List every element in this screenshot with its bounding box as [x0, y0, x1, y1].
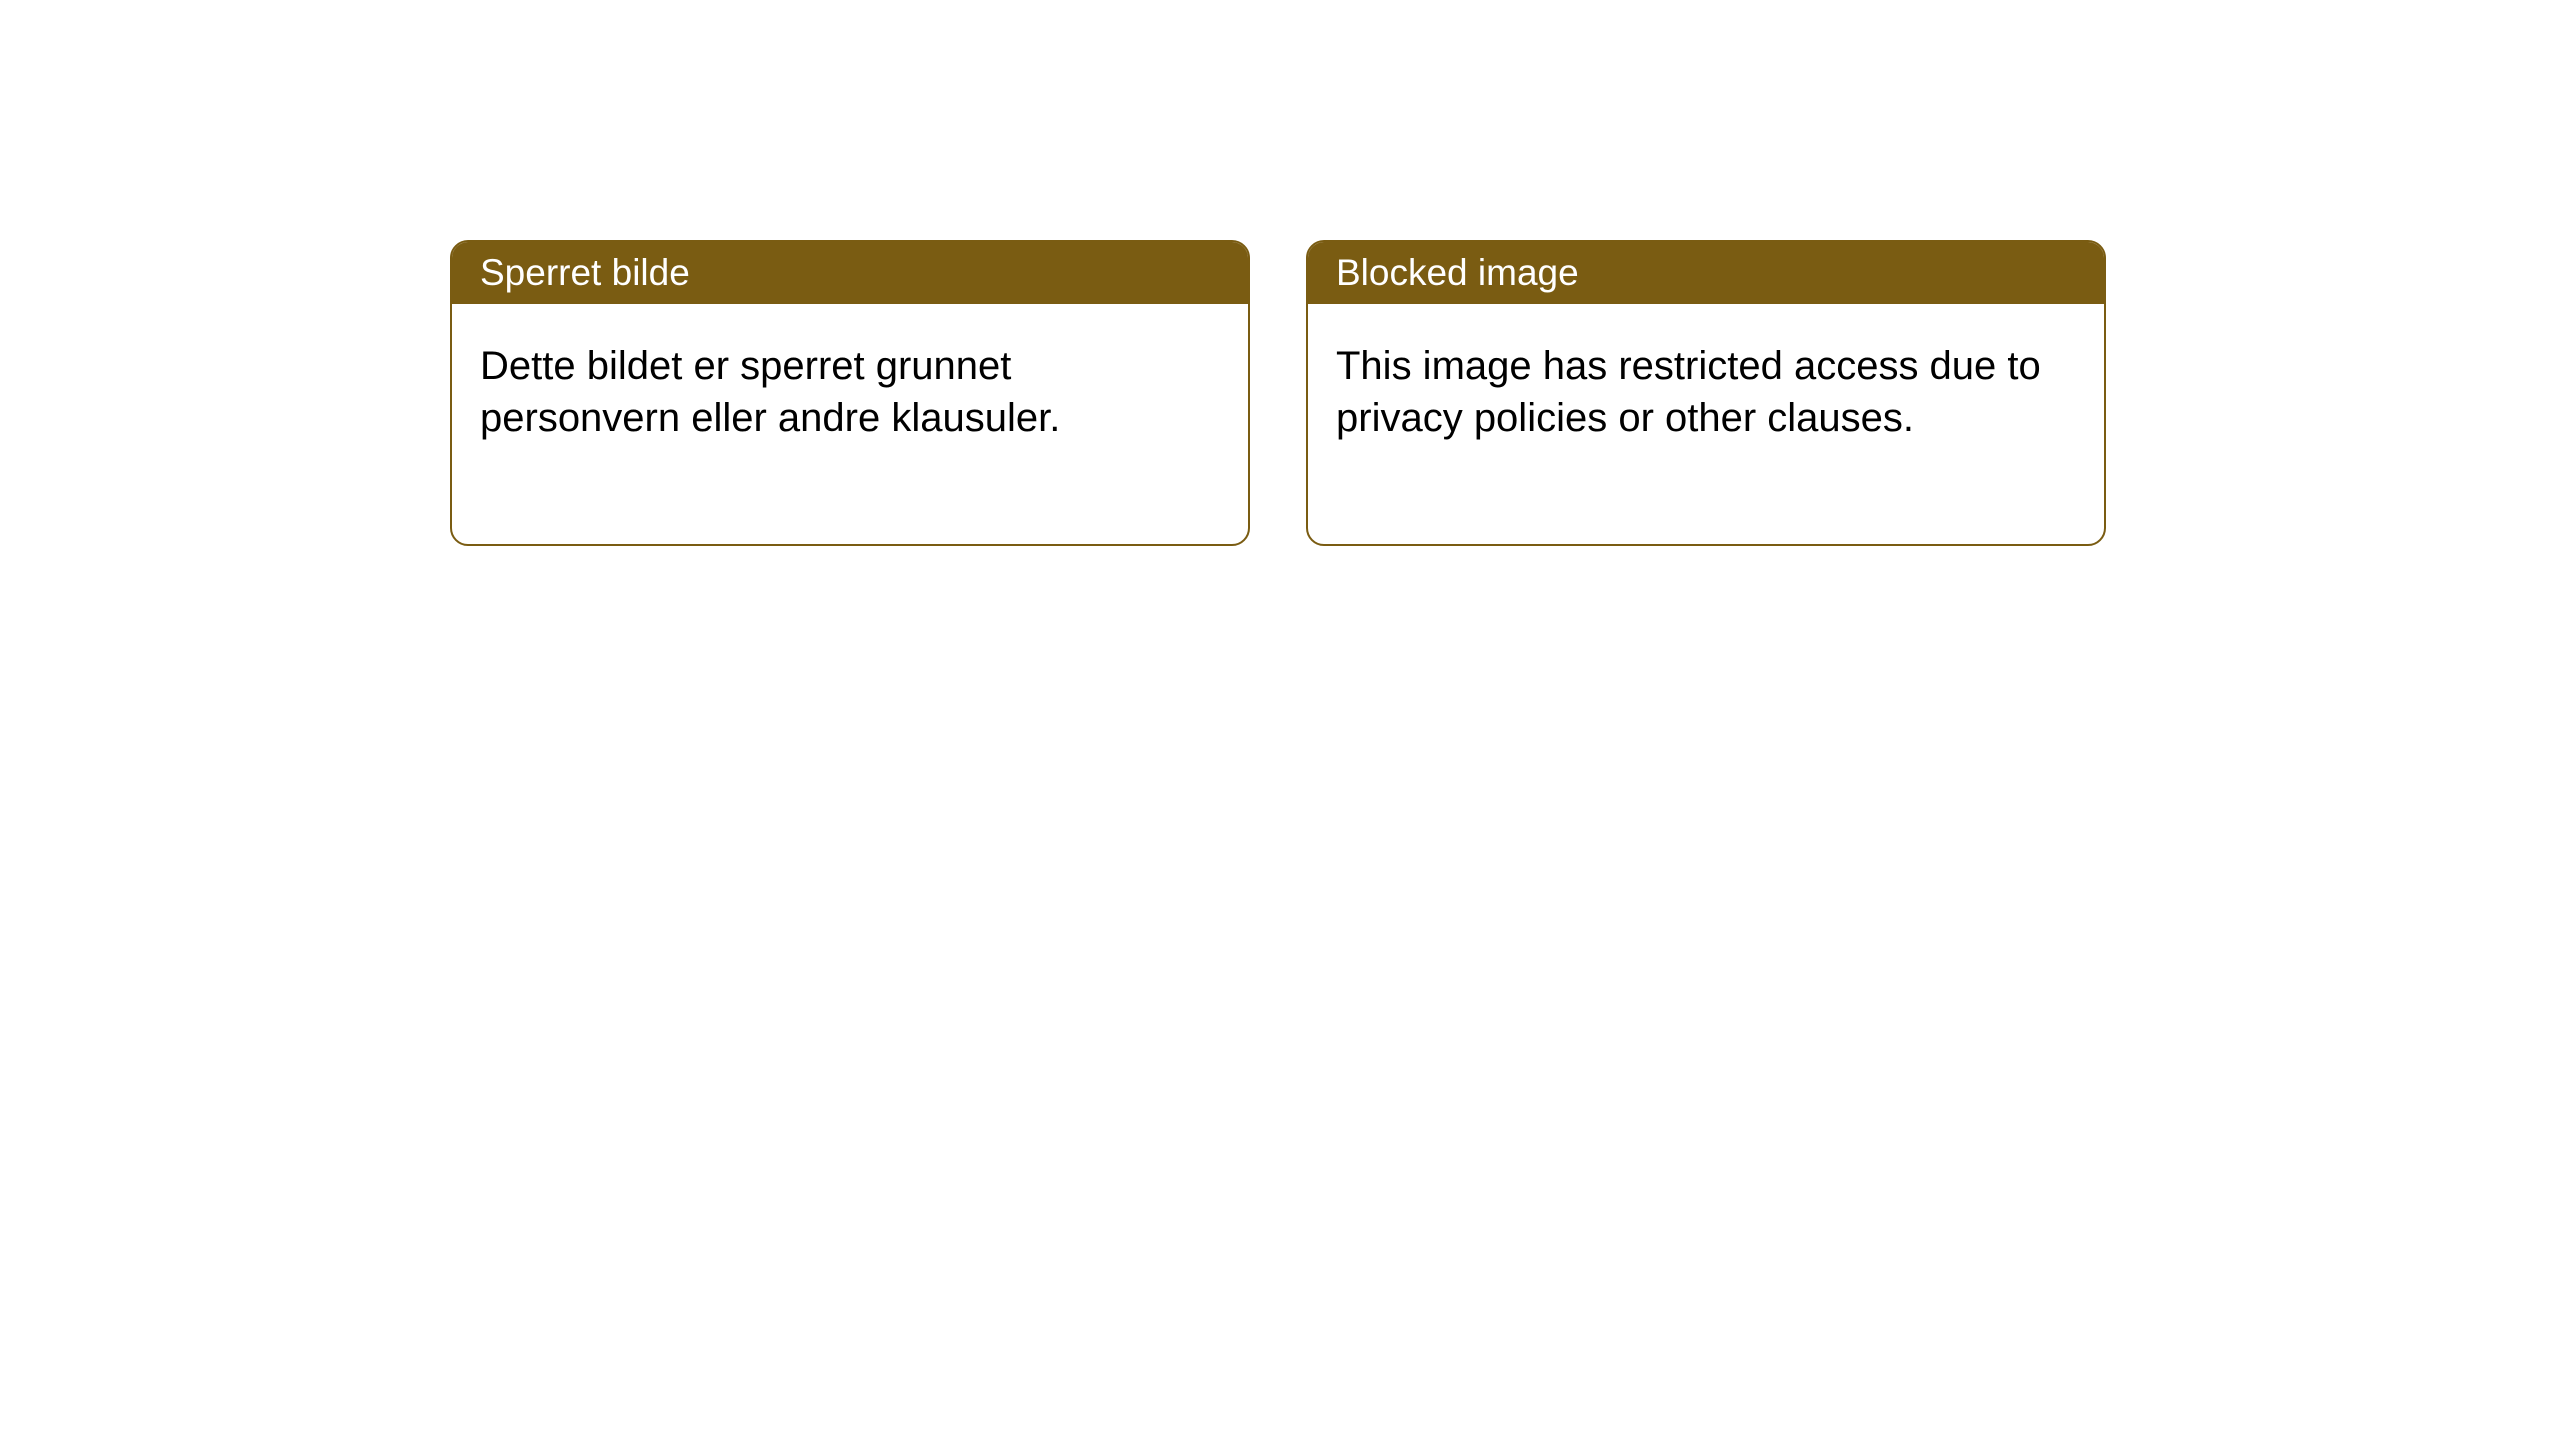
notice-title: Blocked image — [1336, 252, 1579, 293]
notice-title: Sperret bilde — [480, 252, 690, 293]
notice-card-english: Blocked image This image has restricted … — [1306, 240, 2106, 546]
notice-body: Dette bildet er sperret grunnet personve… — [452, 304, 1248, 544]
notice-body-text: Dette bildet er sperret grunnet personve… — [480, 344, 1060, 440]
notice-card-norwegian: Sperret bilde Dette bildet er sperret gr… — [450, 240, 1250, 546]
notice-header: Blocked image — [1308, 242, 2104, 304]
notice-body-text: This image has restricted access due to … — [1336, 344, 2041, 440]
notice-container: Sperret bilde Dette bildet er sperret gr… — [450, 240, 2106, 546]
notice-header: Sperret bilde — [452, 242, 1248, 304]
notice-body: This image has restricted access due to … — [1308, 304, 2104, 544]
